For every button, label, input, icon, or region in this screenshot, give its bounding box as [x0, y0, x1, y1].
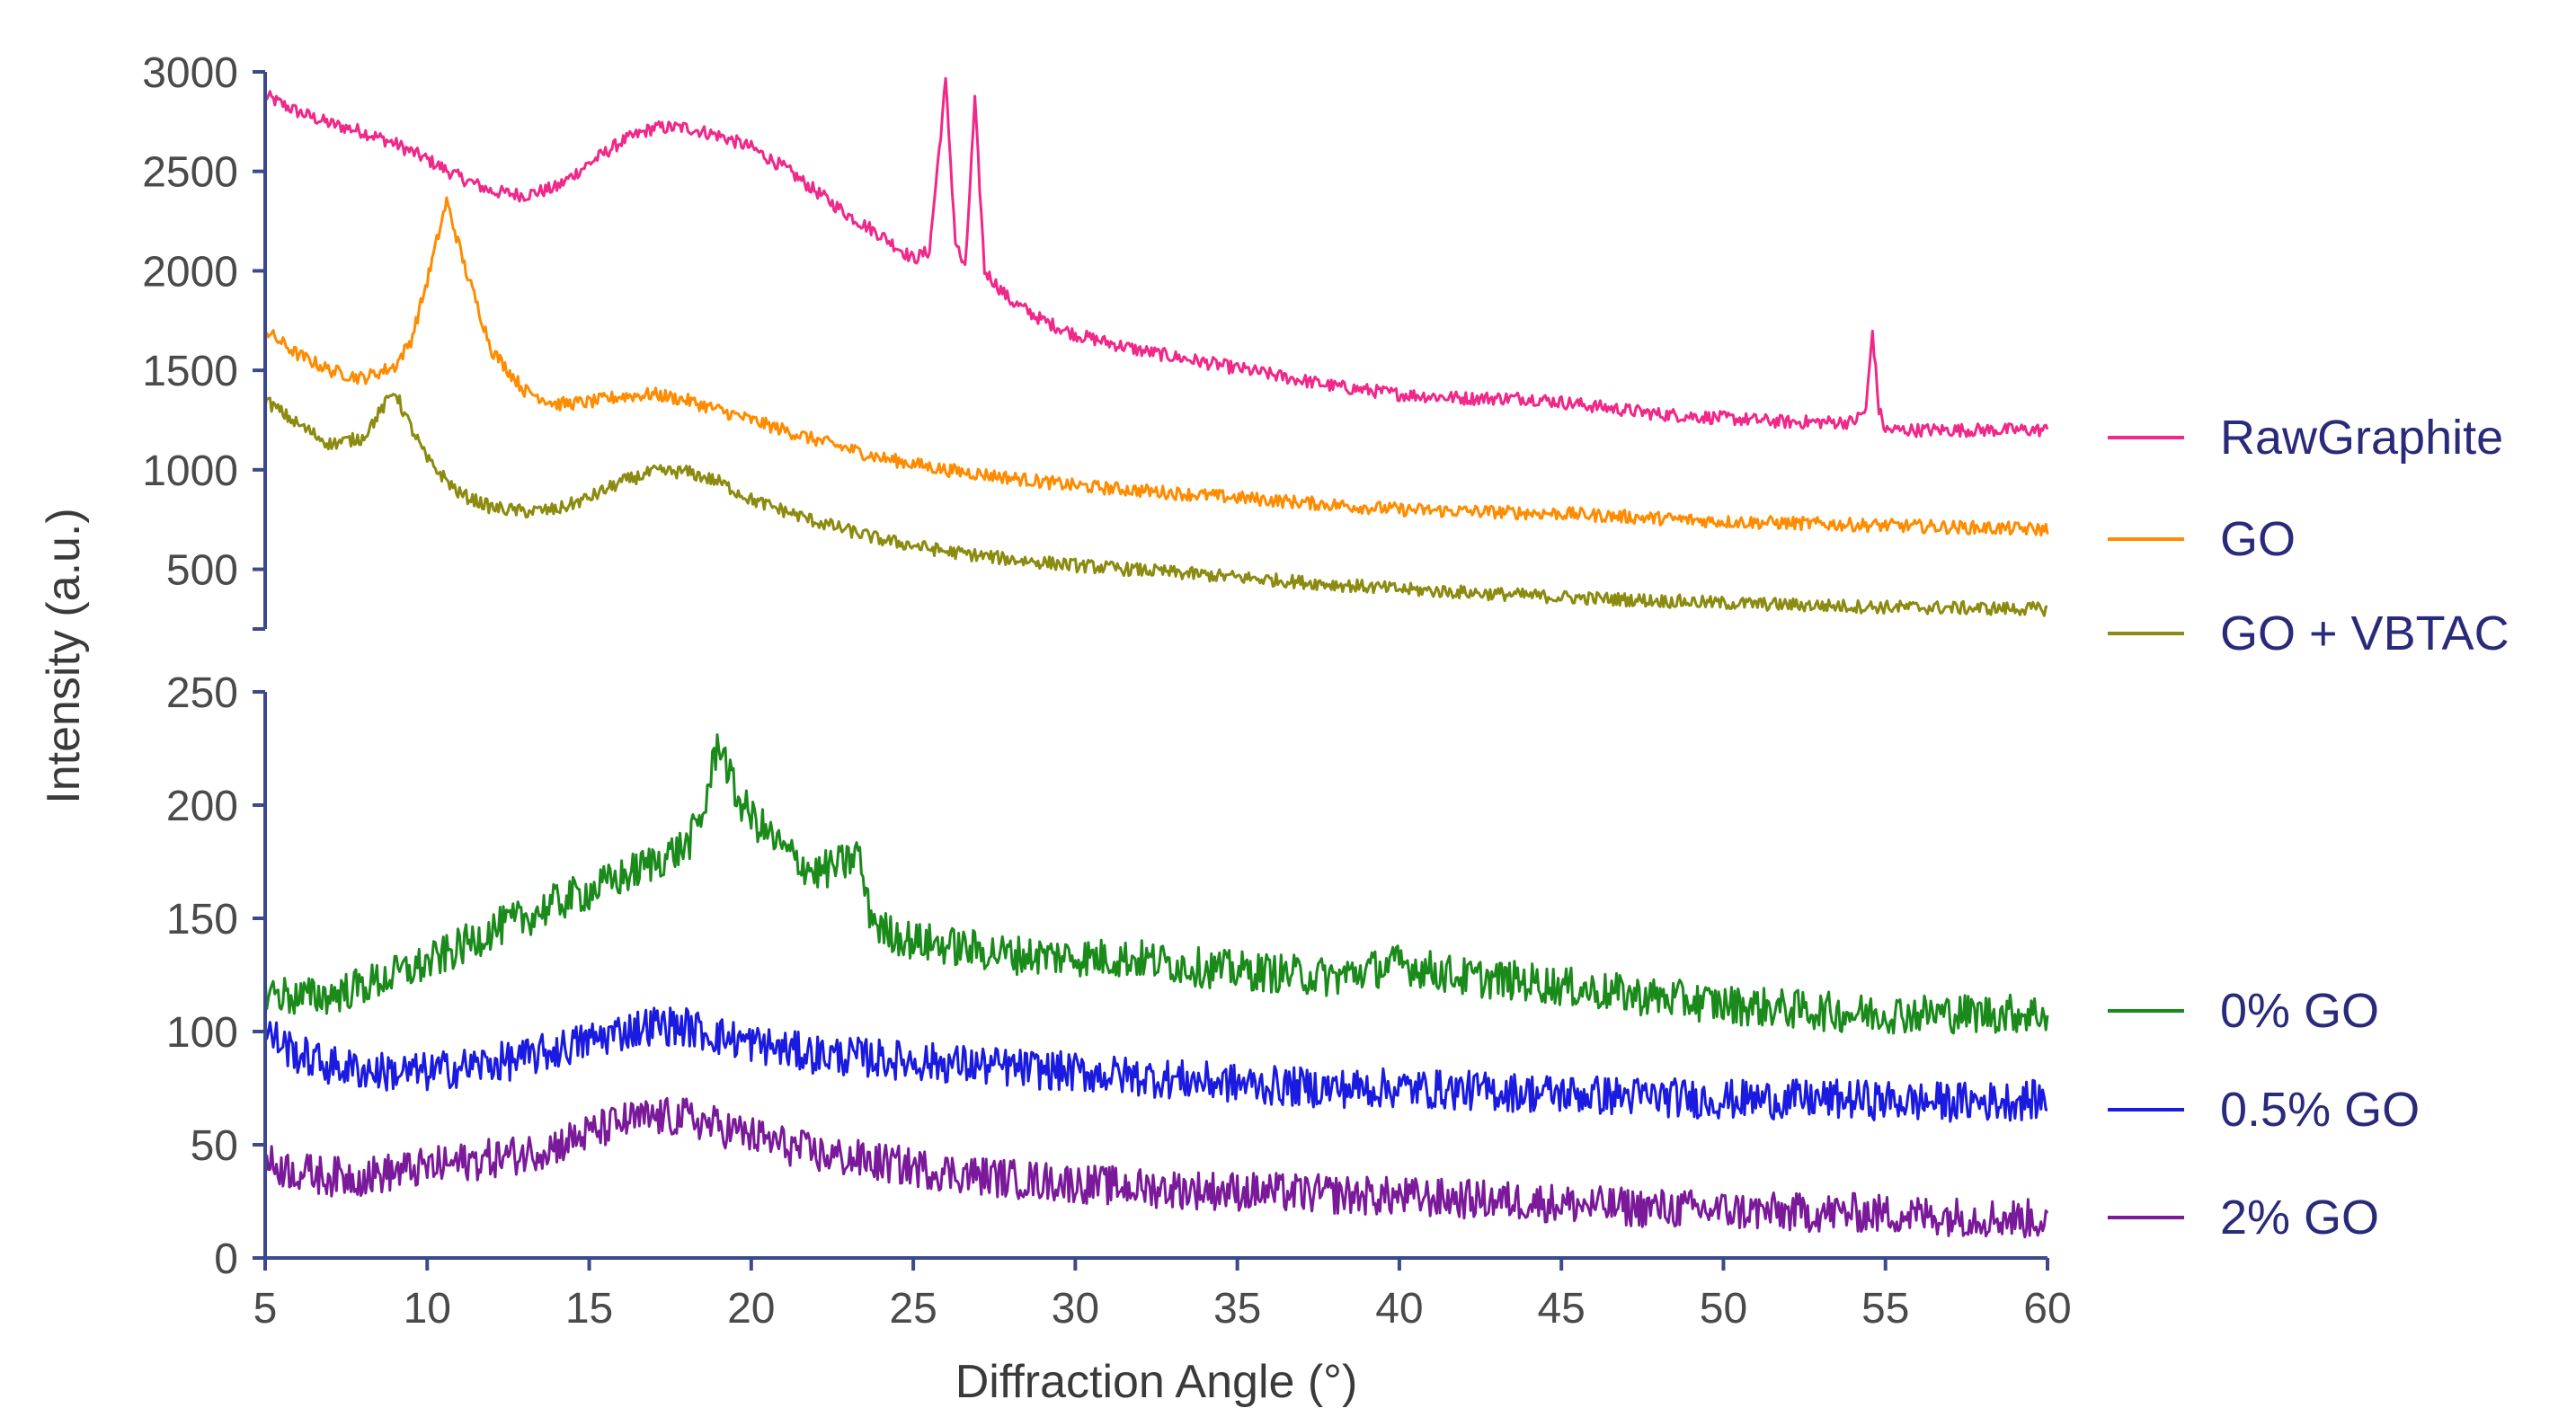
series-line-0-5-go	[263, 1006, 2048, 1123]
series-line-go	[263, 196, 2049, 537]
y-tick-label: 3000	[142, 49, 238, 97]
y-tick-label: 1500	[142, 348, 238, 395]
series-line-2-go	[263, 1096, 2049, 1239]
x-tick-label: 15	[565, 1285, 613, 1333]
legend-label-0-go: 0% GO	[2220, 984, 2379, 1038]
x-tick-label: 45	[1537, 1285, 1585, 1333]
y-tick-label: 0	[214, 1236, 238, 1283]
y-tick-label: 2000	[142, 248, 238, 296]
legend-label-go-vbtac: GO + VBTAC	[2220, 607, 2509, 660]
y-tick-label: 1000	[142, 447, 238, 495]
y-tick-label: 2500	[142, 149, 238, 197]
x-tick-label: 5	[253, 1285, 278, 1333]
x-tick-label: 60	[2023, 1285, 2071, 1333]
legend-label-0-5-go: 0.5% GO	[2220, 1083, 2420, 1137]
x-tick-label: 55	[1861, 1285, 1909, 1333]
y-tick-label: 500	[166, 547, 238, 595]
upper-panel	[263, 76, 2049, 617]
x-tick-label: 25	[889, 1285, 937, 1333]
series-line-rawgraphite	[263, 76, 2049, 438]
x-tick-label: 40	[1375, 1285, 1423, 1333]
x-tick-label: 30	[1052, 1285, 1099, 1333]
x-tick-label: 50	[1700, 1285, 1747, 1333]
y-tick-label: 150	[166, 896, 238, 943]
series-line-go-vbtac	[263, 393, 2047, 617]
legend-label-rawgraphite: RawGraphite	[2220, 411, 2503, 465]
series-line-0-go	[263, 733, 2049, 1035]
x-tick-label: 35	[1213, 1285, 1261, 1333]
y-tick-label: 100	[166, 1009, 238, 1057]
legend: RawGraphite GO GO + VBTAC 0% GO 0.5% GO 2% GO	[2108, 411, 2509, 1244]
y-tick-label: 200	[166, 783, 238, 830]
y-tick-label: 250	[166, 669, 238, 717]
y-axis-title: Intensity (a.u.)	[38, 508, 90, 803]
x-tick-label: 20	[727, 1285, 775, 1333]
axes: 500 1000 1500 2000 2500 3000 0 50 100 150 200 250 5 1…	[142, 49, 2071, 1333]
y-tick-label: 50	[191, 1122, 238, 1170]
lower-panel	[263, 733, 2049, 1239]
x-tick-label: 10	[404, 1285, 451, 1333]
x-axis-title: Diffraction Angle (°)	[955, 1356, 1358, 1408]
legend-label-2-go: 2% GO	[2220, 1191, 2379, 1244]
legend-label-go: GO	[2220, 512, 2296, 566]
